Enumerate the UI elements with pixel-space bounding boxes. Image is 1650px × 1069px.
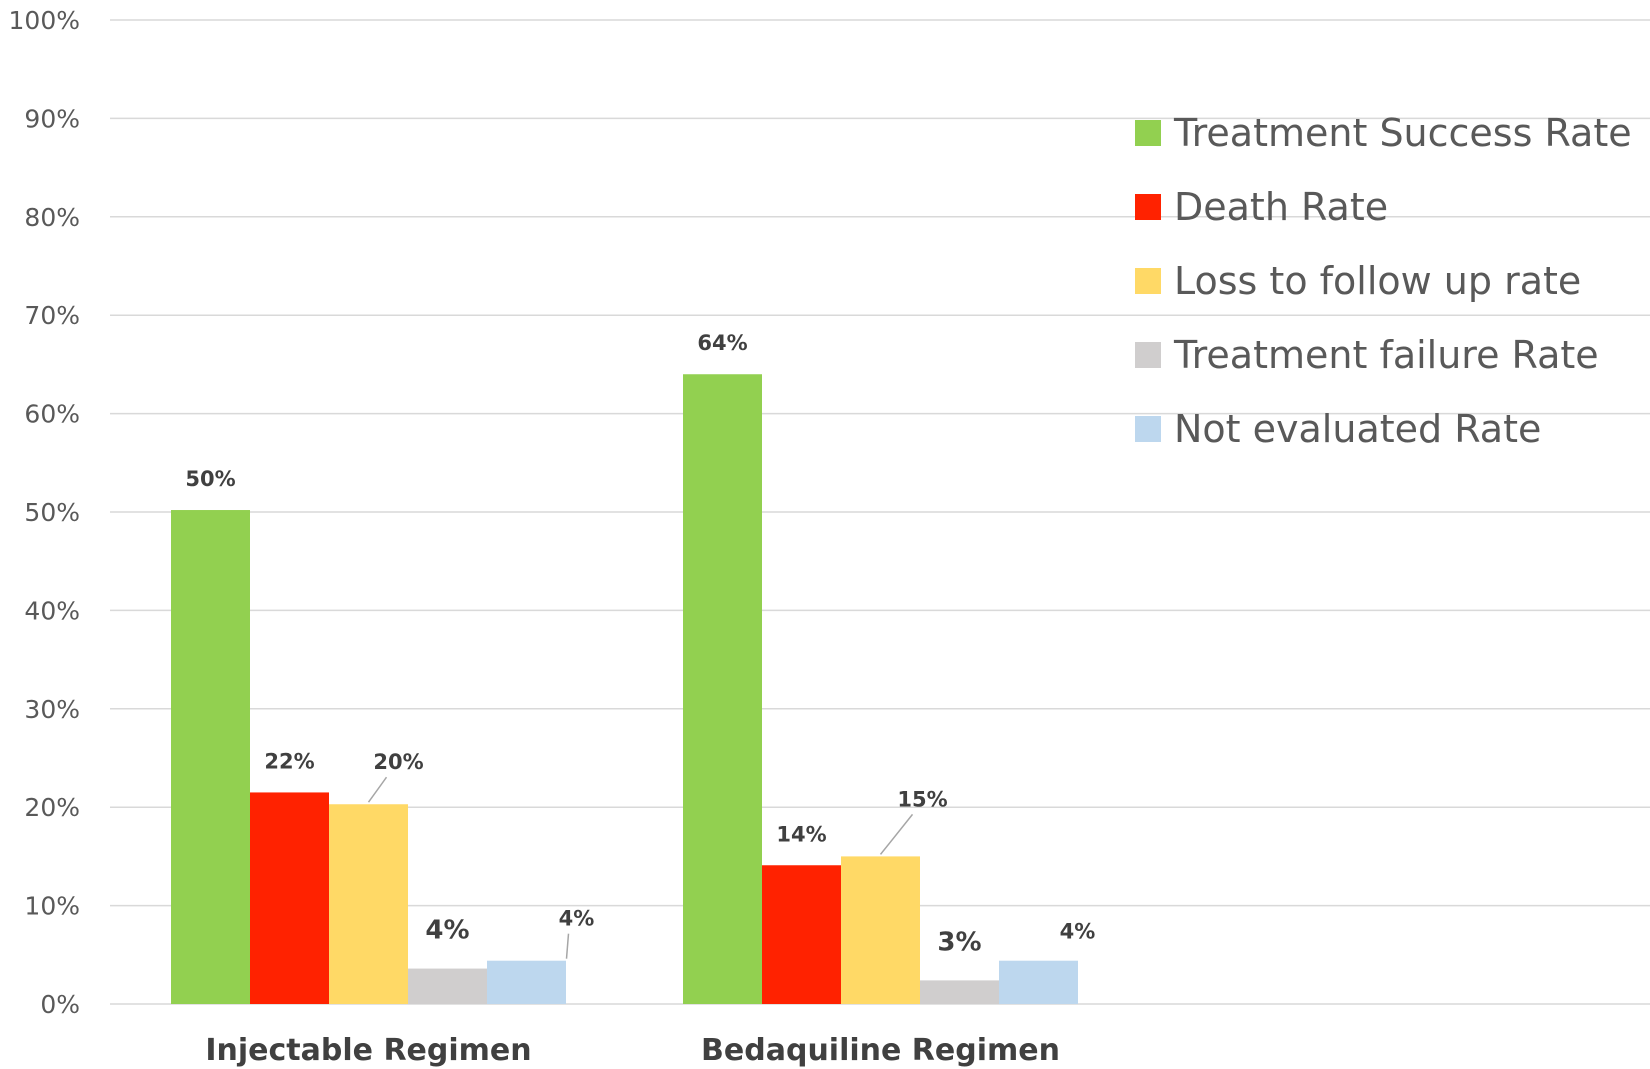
legend-label: Death Rate	[1174, 185, 1388, 229]
legend-swatch	[1135, 268, 1161, 294]
legend-swatch	[1135, 342, 1161, 368]
data-label: 4%	[425, 916, 469, 946]
data-label: 22%	[264, 749, 314, 773]
legend-label: Treatment Success Rate	[1173, 111, 1632, 155]
bar	[487, 960, 566, 1004]
legend: Treatment Success Rate Death Rate Loss to …	[1135, 111, 1632, 451]
leader-line	[565, 933, 570, 959]
data-label: 20%	[373, 750, 423, 774]
y-tick-label: 50%	[24, 498, 80, 527]
legend-swatch	[1135, 120, 1161, 146]
y-tick-label: 90%	[24, 104, 80, 133]
bar	[920, 980, 999, 1004]
bar	[999, 960, 1078, 1004]
y-tick-label: 100%	[9, 6, 80, 35]
y-axis-tick-labels: 0% 10% 20% 30% 40% 50% 60% 70% 80% 90% 100%	[9, 6, 80, 1019]
data-label: 64%	[697, 331, 747, 355]
bar	[250, 792, 329, 1004]
bar	[329, 804, 408, 1004]
data-label: 4%	[1060, 920, 1096, 944]
data-label: 3%	[937, 927, 981, 957]
data-label-leader-lines	[367, 776, 914, 959]
y-tick-label: 10%	[24, 892, 80, 921]
category-label: Injectable Regimen	[205, 1033, 531, 1068]
y-tick-label: 80%	[24, 203, 80, 232]
legend-label: Not evaluated Rate	[1174, 407, 1541, 451]
bars	[171, 374, 1078, 1004]
data-label: 4%	[559, 907, 595, 931]
legend-label: Treatment failure Rate	[1173, 333, 1599, 377]
legend-swatch	[1135, 416, 1161, 442]
data-label: 14%	[776, 822, 826, 846]
category-label: Bedaquiline Regimen	[701, 1033, 1060, 1068]
bar	[408, 968, 487, 1004]
y-tick-label: 60%	[24, 400, 80, 429]
y-tick-label: 20%	[24, 793, 80, 822]
category-labels: Injectable Regimen Bedaquiline Regimen	[205, 1033, 1060, 1068]
bar	[841, 856, 920, 1004]
legend-label: Loss to follow up rate	[1174, 259, 1581, 303]
leader-line	[879, 813, 914, 855]
legend-swatch	[1135, 194, 1161, 220]
y-tick-label: 70%	[24, 301, 80, 330]
data-label: 15%	[897, 787, 947, 811]
y-tick-label: 30%	[24, 695, 80, 724]
data-labels: 50% 22% 20% 4% 4% 64% 14% 15% 3% 4%	[185, 331, 1095, 957]
y-tick-label: 0%	[40, 990, 80, 1019]
leader-line	[367, 776, 388, 803]
y-tick-label: 40%	[24, 596, 80, 625]
bar	[171, 510, 250, 1004]
data-label: 50%	[185, 467, 235, 491]
bar	[683, 374, 762, 1004]
bar	[762, 865, 841, 1004]
